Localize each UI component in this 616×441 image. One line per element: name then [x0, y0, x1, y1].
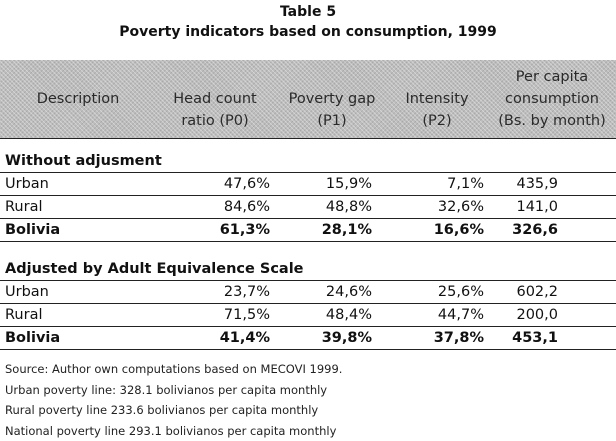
- header-description-label: Description: [36, 91, 120, 107]
- cell-consumption: 453,1: [512, 330, 558, 346]
- header-per-capita: Per capita consumption (Bs. by month): [488, 66, 616, 132]
- table-row: Rural 84,6% 48,8% 32,6% 141,0: [0, 196, 616, 218]
- header-per-capita-line1: Per capita: [515, 69, 589, 85]
- note-rural-line: Rural poverty line 233.6 bolivianos per …: [5, 403, 319, 417]
- cell-p2: 25,6%: [437, 284, 484, 300]
- cell-p0: 61,3%: [219, 222, 270, 238]
- cell-p1: 24,6%: [325, 284, 372, 300]
- cell-p2: 32,6%: [437, 199, 484, 215]
- note-national-line: National poverty line 293.1 bolivianos p…: [5, 423, 337, 438]
- cell-consumption: 200,0: [516, 307, 558, 323]
- cell-p2: 44,7%: [437, 307, 484, 323]
- row-label: Urban: [5, 284, 49, 300]
- header-rule: [0, 138, 616, 139]
- note-urban-line: Urban poverty line: 328.1 bolivianos per…: [5, 382, 328, 397]
- section-title-adjusted: Adjusted by Adult Equivalence Scale: [5, 261, 304, 277]
- row-rule: [0, 241, 616, 242]
- row-label: Urban: [5, 176, 49, 192]
- table-bottom-rule: [0, 349, 616, 350]
- table-row: Rural 71,5% 48,4% 44,7% 200,0: [0, 304, 616, 326]
- header-head-count-line1: Head count: [173, 91, 257, 107]
- table-notes: Source: Author own computations based on…: [5, 359, 342, 441]
- table-row: Bolivia 41,4% 39,8% 37,8% 453,1: [0, 327, 616, 349]
- section-rule: [0, 172, 616, 173]
- cell-p1: 48,8%: [325, 199, 372, 215]
- cell-consumption: 602,2: [516, 284, 558, 300]
- table-row: Urban 23,7% 24,6% 25,6% 602,2: [0, 281, 616, 303]
- header-intensity: Intensity (P2): [392, 88, 482, 132]
- table-header: Description Head count ratio (P0) Povert…: [0, 60, 616, 138]
- header-per-capita-line3: (Bs. by month): [498, 113, 606, 129]
- cell-p0: 84,6%: [223, 199, 270, 215]
- cell-p1: 28,1%: [321, 222, 372, 238]
- header-head-count-line2: ratio (P0): [181, 113, 249, 129]
- cell-consumption: 435,9: [516, 176, 558, 192]
- cell-p0: 47,6%: [223, 176, 270, 192]
- cell-p0: 41,4%: [219, 330, 270, 346]
- note-source: Source: Author own computations based on…: [5, 362, 343, 376]
- cell-p1: 48,4%: [325, 307, 372, 323]
- row-label: Rural: [5, 307, 43, 323]
- row-rule: [0, 195, 616, 196]
- cell-p0: 71,5%: [223, 307, 270, 323]
- row-label: Bolivia: [5, 330, 61, 346]
- section-rule: [0, 280, 616, 281]
- header-poverty-gap-line1: Poverty gap: [288, 91, 376, 107]
- cell-p2: 37,8%: [433, 330, 484, 346]
- header-intensity-line2: (P2): [422, 113, 452, 129]
- cell-p2: 7,1%: [447, 176, 484, 192]
- cell-p1: 39,8%: [321, 330, 372, 346]
- row-rule: [0, 218, 616, 219]
- cell-consumption: 141,0: [516, 199, 558, 215]
- table-caption: Poverty indicators based on consumption,…: [119, 24, 497, 40]
- table-title: Table 5 Poverty indicators based on cons…: [0, 2, 616, 42]
- row-rule: [0, 303, 616, 304]
- header-poverty-gap: Poverty gap (P1): [278, 88, 386, 132]
- section-title-without-adjustment: Without adjusment: [5, 153, 162, 169]
- header-intensity-line1: Intensity: [405, 91, 469, 107]
- row-label: Rural: [5, 199, 43, 215]
- row-rule: [0, 326, 616, 327]
- header-per-capita-line2: consumption: [505, 91, 599, 107]
- table-number: Table 5: [279, 4, 337, 20]
- table-row: Urban 47,6% 15,9% 7,1% 435,9: [0, 173, 616, 195]
- header-head-count: Head count ratio (P0): [152, 88, 278, 132]
- header-poverty-gap-line2: (P1): [317, 113, 347, 129]
- cell-p2: 16,6%: [433, 222, 484, 238]
- table-row: Bolivia 61,3% 28,1% 16,6% 326,6: [0, 219, 616, 241]
- cell-p0: 23,7%: [223, 284, 270, 300]
- header-description: Description: [10, 88, 146, 110]
- row-label: Bolivia: [5, 222, 61, 238]
- cell-consumption: 326,6: [512, 222, 558, 238]
- cell-p1: 15,9%: [325, 176, 372, 192]
